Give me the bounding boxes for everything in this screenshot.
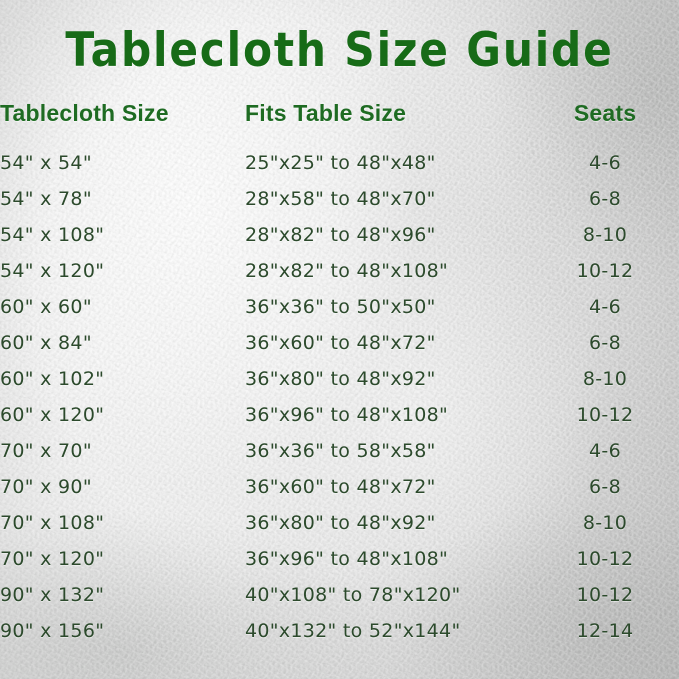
table-row: 54" x 108" 28"x82" to 48"x96" 8-10 — [0, 217, 679, 253]
cell-tablecloth-size: 90" x 132" — [0, 583, 105, 606]
cell-tablecloth-size: 60" x 120" — [0, 403, 105, 426]
cell-seats: 4-6 — [589, 295, 621, 318]
cell-fits-table-size: 36"x80" to 48"x92" — [245, 511, 436, 534]
cell-tablecloth-size: 54" x 120" — [0, 259, 105, 282]
cell-tablecloth-size: 60" x 60" — [0, 295, 92, 318]
cell-fits-table-size: 36"x80" to 48"x92" — [245, 367, 436, 390]
cell-fits-table-size: 25"x25" to 48"x48" — [245, 151, 436, 174]
cell-seats: 6-8 — [589, 331, 621, 354]
cell-tablecloth-size: 70" x 120" — [0, 547, 105, 570]
cell-fits-table-size: 36"x60" to 48"x72" — [245, 331, 436, 354]
size-guide-table: Tablecloth Size Fits Table Size Seats 54… — [0, 100, 679, 649]
table-row: 54" x 78" 28"x58" to 48"x70" 6-8 — [0, 181, 679, 217]
cell-tablecloth-size: 70" x 70" — [0, 439, 92, 462]
cell-tablecloth-size: 54" x 108" — [0, 223, 105, 246]
cell-tablecloth-size: 90" x 156" — [0, 619, 105, 642]
cell-fits-table-size: 36"x96" to 48"x108" — [245, 547, 449, 570]
cell-fits-table-size: 28"x82" to 48"x96" — [245, 223, 436, 246]
size-guide-table-container: Tablecloth Size Fits Table Size Seats 54… — [0, 100, 679, 649]
cell-seats: 6-8 — [589, 187, 621, 210]
page-title: Tablecloth Size Guide — [65, 23, 614, 78]
cell-seats: 6-8 — [589, 475, 621, 498]
table-row: 70" x 108" 36"x80" to 48"x92" 8-10 — [0, 505, 679, 541]
cell-seats: 12-14 — [576, 619, 634, 642]
cell-tablecloth-size: 60" x 102" — [0, 367, 105, 390]
cell-seats: 4-6 — [589, 439, 621, 462]
cell-tablecloth-size: 54" x 54" — [0, 151, 92, 174]
cell-fits-table-size: 36"x96" to 48"x108" — [245, 403, 449, 426]
column-header-tablecloth-size: Tablecloth Size — [0, 100, 169, 126]
cell-tablecloth-size: 70" x 108" — [0, 511, 105, 534]
cell-seats: 10-12 — [576, 259, 634, 282]
table-row: 60" x 102" 36"x80" to 48"x92" 8-10 — [0, 361, 679, 397]
table-row: 90" x 132" 40"x108" to 78"x120" 10-12 — [0, 577, 679, 613]
cell-tablecloth-size: 60" x 84" — [0, 331, 92, 354]
cell-seats: 8-10 — [582, 223, 628, 246]
cell-seats: 8-10 — [582, 367, 628, 390]
table-row: 90" x 156" 40"x132" to 52"x144" 12-14 — [0, 613, 679, 649]
table-row: 70" x 90" 36"x60" to 48"x72" 6-8 — [0, 469, 679, 505]
cell-fits-table-size: 36"x36" to 50"x50" — [245, 295, 436, 318]
column-header-seats: Seats — [573, 100, 637, 126]
table-row: 70" x 70" 36"x36" to 58"x58" 4-6 — [0, 433, 679, 469]
cell-tablecloth-size: 70" x 90" — [0, 475, 92, 498]
table-body: 54" x 54" 25"x25" to 48"x48" 4-6 54" x 78" 2… — [0, 145, 679, 649]
cell-fits-table-size: 28"x58" to 48"x70" — [245, 187, 436, 210]
cell-fits-table-size: 28"x82" to 48"x108" — [245, 259, 449, 282]
table-row: 70" x 120" 36"x96" to 48"x108" 10-12 — [0, 541, 679, 577]
table-row: 60" x 60" 36"x36" to 50"x50" 4-6 — [0, 289, 679, 325]
table-row: 54" x 120" 28"x82" to 48"x108" 10-12 — [0, 253, 679, 289]
table-header-row: Tablecloth Size Fits Table Size Seats — [0, 100, 679, 145]
cell-fits-table-size: 36"x60" to 48"x72" — [245, 475, 436, 498]
cell-fits-table-size: 40"x108" to 78"x120" — [245, 583, 461, 606]
cell-seats: 8-10 — [582, 511, 628, 534]
cell-fits-table-size: 36"x36" to 58"x58" — [245, 439, 436, 462]
cell-seats: 10-12 — [576, 583, 634, 606]
cell-seats: 10-12 — [576, 547, 634, 570]
cell-seats: 10-12 — [576, 403, 634, 426]
table-row: 60" x 84" 36"x60" to 48"x72" 6-8 — [0, 325, 679, 361]
cell-fits-table-size: 40"x132" to 52"x144" — [245, 619, 461, 642]
table-row: 60" x 120" 36"x96" to 48"x108" 10-12 — [0, 397, 679, 433]
table-row: 54" x 54" 25"x25" to 48"x48" 4-6 — [0, 145, 679, 181]
column-header-fits-table-size: Fits Table Size — [245, 100, 407, 126]
table-header: Tablecloth Size Fits Table Size Seats — [0, 100, 679, 145]
cell-tablecloth-size: 54" x 78" — [0, 187, 92, 210]
cell-seats: 4-6 — [589, 151, 621, 174]
